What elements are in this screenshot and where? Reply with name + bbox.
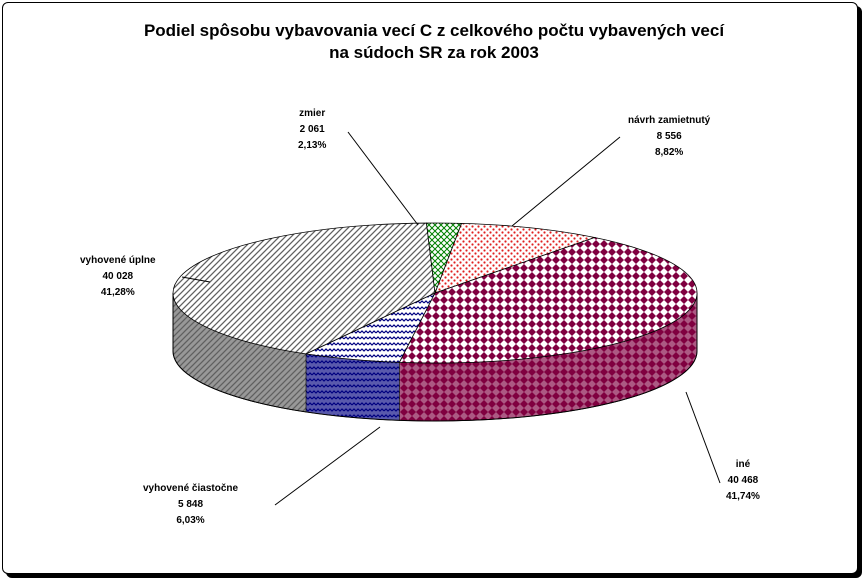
pie-side-texture-vyhovene-ciastocne xyxy=(305,353,400,421)
slice-label-percent: 2,13% xyxy=(298,140,327,151)
slice-label-percent: 41,74% xyxy=(726,491,760,502)
leader-line-navrh-zamietnuty xyxy=(511,136,621,227)
slice-label-navrh-zamietnuty: návrh zamietnutý 8 556 8,82% xyxy=(628,113,710,161)
slice-label-value: 2 061 xyxy=(299,124,325,135)
slice-label-name: vyhovené úplne xyxy=(80,255,156,266)
slice-label-percent: 6,03% xyxy=(176,515,205,526)
slice-label-value: 5 848 xyxy=(178,499,204,510)
pie-slice-navrh-zamietnuty xyxy=(434,222,597,294)
slice-label-name: návrh zamietnutý xyxy=(628,115,711,126)
leader-line-vyhovene-ciastocne xyxy=(274,426,381,506)
pie-slice-zmier xyxy=(426,222,463,294)
slice-label-name: iné xyxy=(735,459,751,470)
leader-line-vyhovene-uplne xyxy=(181,276,211,283)
chart-title-line-2: na súdoch SR za rok 2003 xyxy=(329,43,539,62)
slice-label-name: vyhovené čiastočne xyxy=(143,483,239,494)
slice-label-percent: 41,28% xyxy=(100,287,135,298)
pie-slice-vyhovene-uplne xyxy=(172,222,436,355)
label-leaders xyxy=(181,131,721,506)
pie-bottom-edge xyxy=(172,350,698,422)
slice-label-vyhovene-ciastocne: vyhovené čiastočne 5 848 6,03% xyxy=(143,481,238,529)
pie-side-texture-vyhovene-uplne xyxy=(173,293,306,412)
slice-label-name: zmier xyxy=(299,108,326,119)
leader-line-ine xyxy=(685,391,721,484)
slice-label-zmier: zmier 2 061 2,13% xyxy=(298,106,326,154)
pie-side-texture-ine xyxy=(399,293,697,422)
slice-label-value: 40 468 xyxy=(727,475,759,486)
leader-line-zmier xyxy=(347,131,419,226)
pie-tops xyxy=(172,222,698,364)
slice-label-vyhovene-uplne: vyhovené úplne 40 028 41,28% xyxy=(80,253,156,301)
pie-slice-ine xyxy=(398,237,698,364)
slice-label-ine: iné 40 468 41,74% xyxy=(726,457,760,505)
chart-title: Podiel spôsobu vybavovania vecí C z celk… xyxy=(0,20,868,64)
slice-label-value: 40 028 xyxy=(102,271,134,282)
slice-label-percent: 8,82% xyxy=(654,147,684,158)
chart-title-line-1: Podiel spôsobu vybavovania vecí C z celk… xyxy=(143,21,725,40)
slice-label-value: 8 556 xyxy=(656,131,682,142)
